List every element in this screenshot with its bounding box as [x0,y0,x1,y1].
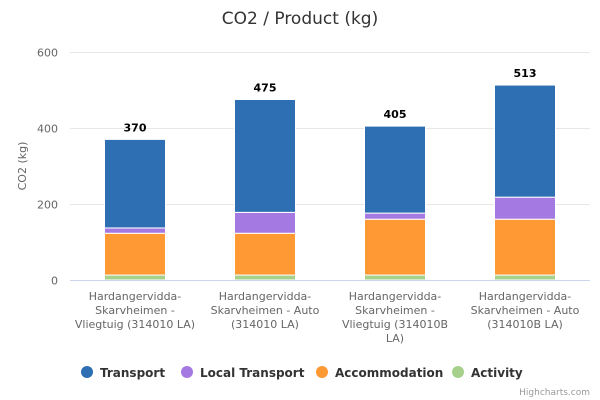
legend-item-transport[interactable]: Transport [81,366,165,380]
legend-item-local-transport[interactable]: Local Transport [181,366,305,380]
x-tick-label-line: (314010 LA) [231,318,299,331]
bar-segment-local-transport[interactable] [364,212,426,220]
bar-segment-activity[interactable] [104,274,166,281]
x-tick-label-line: Skarvheimen - Auto [211,304,320,317]
x-tick-label: Hardangervidda-Skarvheimen -Vliegtuig (3… [75,290,195,331]
x-tick-label-line: Hardangervidda- [349,290,442,303]
x-tick-label-line: Hardangervidda- [219,290,312,303]
data-label-total: 405 [384,108,407,121]
bar-segment-transport[interactable] [104,138,166,229]
y-tick-label: 400 [37,123,58,136]
legend-symbol-icon [452,366,464,378]
legend-label: Local Transport [200,366,305,380]
y-tick-label: 600 [37,47,58,60]
credits: Highcharts.com [519,388,590,398]
x-tick-label: Hardangervidda-Skarvheimen - Auto (314010… [211,290,320,331]
bar-segment-activity[interactable] [234,274,296,281]
bar-segment-transport[interactable] [364,125,426,214]
legend-label: Accommodation [335,366,443,380]
y-axis-ticks: 0 200 400 600 [37,47,58,288]
legend-item-activity[interactable]: Activity [452,366,523,380]
x-tick-label: Hardangervidda-Skarvheimen - Auto (314010… [471,290,580,331]
x-axis-labels: Hardangervidda-Skarvheimen -Vliegtuig (3… [75,290,580,345]
legend-item-accommodation[interactable]: Accommodation [316,366,443,380]
x-tick-label-line: Skarvheimen - [355,304,435,317]
legend-symbol-icon [181,366,193,378]
bar-segment-local-transport[interactable] [104,227,166,234]
bar-segment-local-transport[interactable] [494,196,556,220]
x-tick-label-line: Vliegtuig (314010B [342,318,448,331]
data-label-total: 475 [254,82,277,95]
data-labels: 370 475 405 513 [124,67,537,134]
x-tick-label-line: (314010B LA) [487,318,563,331]
y-tick-label: 0 [51,275,58,288]
bars [104,84,556,281]
bar-segment-transport[interactable] [234,99,296,213]
x-tick-label-line: LA) [386,332,404,345]
bar-segment-transport[interactable] [494,84,556,198]
x-tick-label-line: Skarvheimen - Auto [471,304,580,317]
legend: Transport Local Transport Accommodation Act… [81,366,523,380]
x-tick-label-line: Skarvheimen - [95,304,175,317]
x-tick-label-line: Hardangervidda- [89,290,182,303]
legend-label: Transport [100,366,165,380]
y-axis-label: CO2 (kg) [16,142,29,191]
bar-segment-activity[interactable] [494,274,556,281]
x-tick-label: Hardangervidda-Skarvheimen -Vliegtuig (3… [342,290,448,345]
bar-segment-accommodation[interactable] [494,218,556,276]
legend-label: Activity [471,366,523,380]
x-tick-label-line: Hardangervidda- [479,290,572,303]
bar-segment-accommodation[interactable] [104,232,166,276]
x-tick-label-line: Vliegtuig (314010 LA) [75,318,195,331]
bar-segment-activity[interactable] [364,274,426,281]
chart-title: CO2 / Product (kg) [222,9,378,29]
legend-symbol-icon [316,366,328,378]
bar-segment-accommodation[interactable] [234,232,296,276]
bar-segment-accommodation[interactable] [364,218,426,276]
y-tick-label: 200 [37,199,58,212]
data-label-total: 370 [124,121,147,134]
data-label-total: 513 [514,67,537,80]
bar-segment-local-transport[interactable] [234,211,296,234]
legend-symbol-icon [81,366,93,378]
